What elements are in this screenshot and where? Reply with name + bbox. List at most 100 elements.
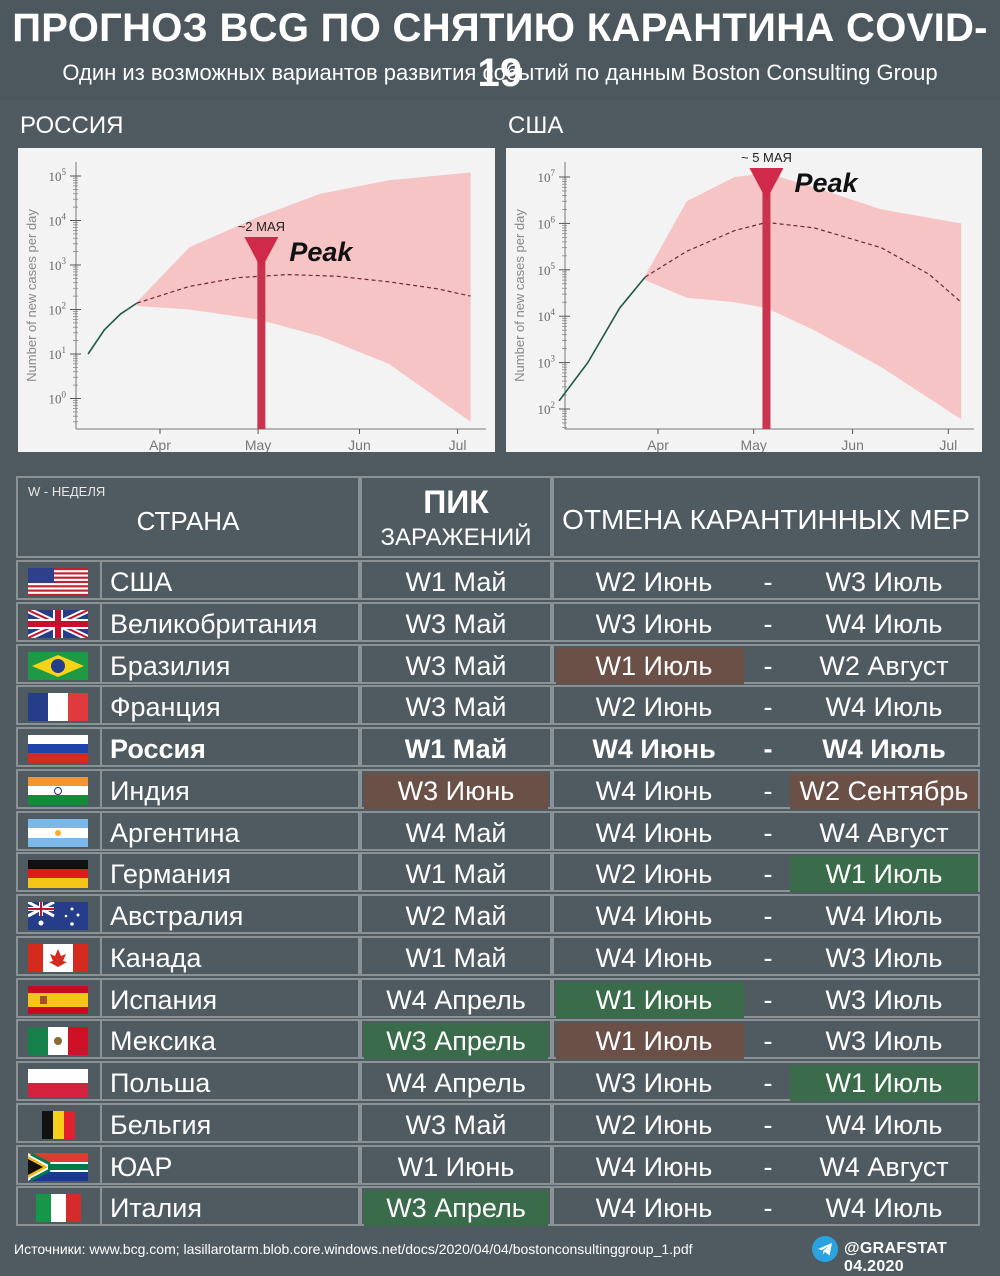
country-name: ЮАР <box>110 1151 173 1182</box>
peak-value: W1 Май <box>404 734 508 764</box>
country-cell: Канада <box>100 935 360 976</box>
x-tick-label: Jun <box>841 437 864 452</box>
lift-to: W3 Июль <box>825 567 943 597</box>
flag-mexico-icon <box>28 1027 88 1056</box>
highlight-tag <box>790 856 978 893</box>
peak-label: Peak <box>289 237 354 267</box>
country-name: Канада <box>110 942 202 973</box>
flag-cell <box>16 1061 102 1101</box>
flag-cell <box>16 935 102 976</box>
country-name: США <box>110 567 173 597</box>
lift-to: W1 Июль <box>825 1068 943 1098</box>
header: ПРОГНОЗ BCG ПО СНЯТИЮ КАРАНТИНА COVID-19… <box>0 0 1000 100</box>
lift-cell: W3 Июнь - W1 Июль <box>552 1061 980 1101</box>
peak-cell: W2 Май <box>360 894 552 934</box>
country-name: Франция <box>110 692 221 723</box>
lift-from: W3 Июнь <box>595 1068 713 1098</box>
range-dash: - <box>763 1193 773 1224</box>
flag-brazil-icon <box>28 651 88 680</box>
table-row: ЮАР W1 Июнь W4 Июнь - W4 Август <box>16 1144 980 1185</box>
flag-usa-icon <box>28 568 88 596</box>
flag-cell <box>16 643 102 684</box>
highlight-tag <box>790 1065 978 1101</box>
lift-cell: W2 Июнь - W4 Июль <box>552 685 980 726</box>
header-peak-sublabel: ЗАРАЖЕНИЙ <box>380 524 532 551</box>
peak-value: W3 Май <box>405 608 507 639</box>
range-dash: - <box>763 650 773 681</box>
lift-cell: W4 Июнь - W4 Июль <box>552 894 980 934</box>
peak-cell: W3 Май <box>360 1102 552 1143</box>
lift-from: W4 Июнь <box>595 817 713 848</box>
range-dash: - <box>763 567 773 597</box>
lift-cell: W2 Июнь - W4 Июль <box>552 1102 980 1143</box>
flag-belgium-icon <box>28 1110 88 1139</box>
peak-cell: W4 Май <box>360 810 552 851</box>
range-dash: - <box>763 692 773 723</box>
lift-from: W3 Июнь <box>595 608 713 639</box>
flag-cell <box>16 852 102 893</box>
flag-southafrica-icon <box>28 1152 88 1181</box>
country-cell: Австралия <box>100 894 360 934</box>
country-cell: Германия <box>100 852 360 893</box>
country-cell: Италия <box>100 1186 360 1227</box>
country-name: Великобритания <box>110 608 318 639</box>
range-dash: - <box>763 817 773 848</box>
peak-cell: W3 Май <box>360 643 552 684</box>
peak-value: W3 Июнь <box>397 775 515 806</box>
peak-value: W3 Апрель <box>386 1193 526 1224</box>
flag-cell <box>16 894 102 934</box>
range-dash: - <box>763 942 773 973</box>
lift-to: W4 Июль <box>825 608 943 639</box>
table-row: Аргентина W4 Май W4 Июнь - W4 Август <box>16 810 980 851</box>
flag-germany-icon <box>28 860 88 889</box>
sources-note: Источники: www.bcg.com; lasillarotarm.bl… <box>14 1241 693 1257</box>
table-row: Россия W1 Май W4 Июнь - W4 Июль <box>16 727 980 767</box>
lift-from: W1 Июнь <box>595 984 713 1015</box>
y-tick-label: 100 <box>49 390 67 407</box>
projection-line <box>644 221 962 303</box>
header-country: W - НЕДЕЛЯ СТРАНА <box>16 476 360 558</box>
x-tick-label: Jul <box>939 437 957 452</box>
flag-cell <box>16 1019 102 1060</box>
flag-france-icon <box>28 693 88 722</box>
peak-value: W4 Май <box>405 817 507 848</box>
range-dash: - <box>763 984 773 1015</box>
peak-cell: W1 Май <box>360 935 552 976</box>
table-row: Канада W1 Май W4 Июнь - W3 Июль <box>16 935 980 976</box>
country-cell: США <box>100 560 360 600</box>
country-name: Мексика <box>110 1026 216 1057</box>
range-dash: - <box>763 1109 773 1140</box>
range-dash: - <box>763 901 773 931</box>
y-tick-label: 101 <box>49 345 67 362</box>
country-name: Испания <box>110 984 218 1015</box>
lift-to: W2 Сентябрь <box>799 775 969 806</box>
flag-cell <box>16 768 102 809</box>
peak-value: W1 Май <box>405 859 507 890</box>
table-row: Германия W1 Май W2 Июнь - W1 Июль <box>16 852 980 893</box>
lift-from: W4 Июнь <box>592 734 716 764</box>
observed-line <box>87 302 138 355</box>
flag-argentina-icon <box>28 818 88 847</box>
peak-cell: W1 Май <box>360 560 552 600</box>
y-tick-label: 107 <box>538 168 556 185</box>
peak-cell: W3 Май <box>360 685 552 726</box>
table-row: Бельгия W3 Май W2 Июнь - W4 Июль <box>16 1102 980 1143</box>
flag-russia-icon <box>28 735 88 763</box>
peak-cell: W4 Апрель <box>360 977 552 1018</box>
highlight-tag <box>556 981 744 1018</box>
flag-india-icon <box>28 776 88 805</box>
flag-australia-icon <box>28 902 88 930</box>
peak-cell: W3 Апрель <box>360 1186 552 1227</box>
country-cell: Бельгия <box>100 1102 360 1143</box>
country-name: Австралия <box>110 901 244 931</box>
country-cell: Россия <box>100 727 360 767</box>
peak-marker <box>749 168 784 200</box>
x-tick-label: Apr <box>149 437 171 452</box>
lift-from: W4 Июнь <box>595 775 713 806</box>
header-peak: ПИК ЗАРАЖЕНИЙ <box>360 476 552 558</box>
range-dash: - <box>763 1068 773 1098</box>
peak-value: W4 Апрель <box>386 1068 526 1098</box>
flag-poland-icon <box>28 1069 88 1097</box>
range-dash: - <box>763 775 773 806</box>
country-cell: Испания <box>100 977 360 1018</box>
